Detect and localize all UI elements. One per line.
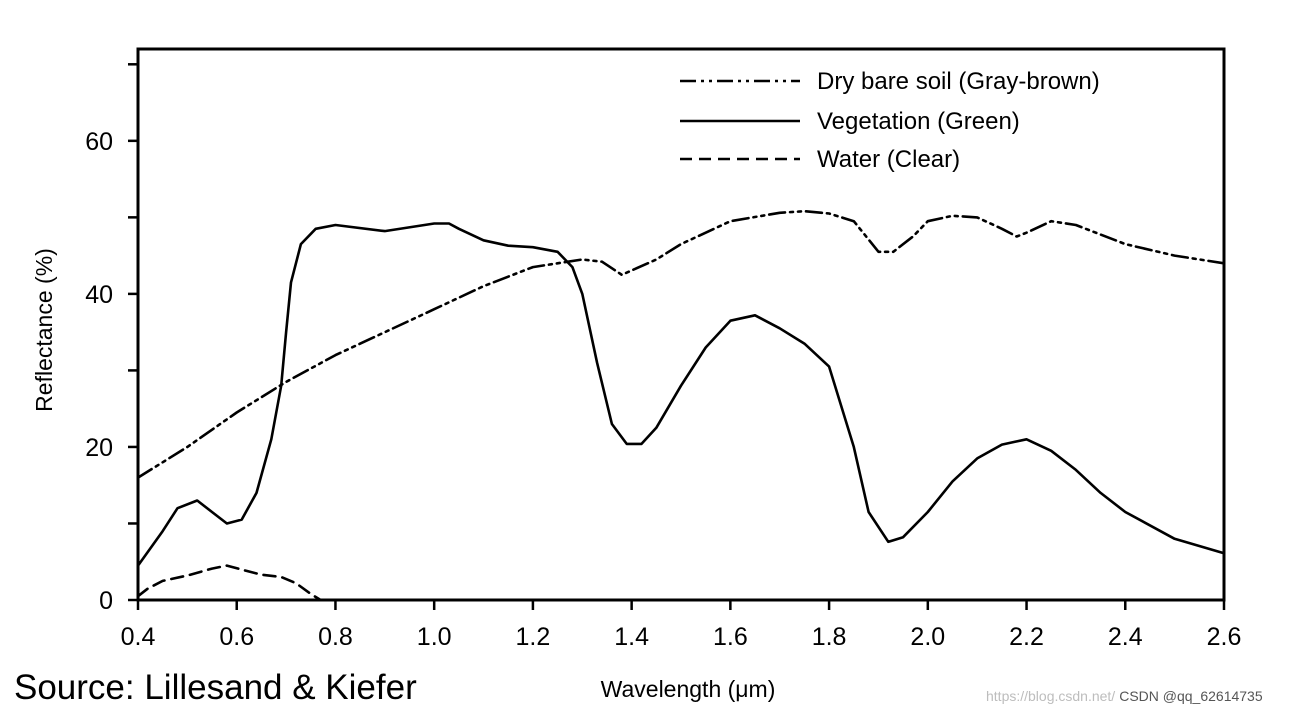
x-tick-label-0: 0.4 xyxy=(121,623,156,651)
y-tick-label-0: 0 xyxy=(99,587,113,615)
y-tick-label-2: 40 xyxy=(85,281,113,309)
y-axis-ticks: 0 20 40 60 xyxy=(85,63,138,615)
legend: Dry bare soil (Gray-brown) Vegetation (Gr… xyxy=(680,68,1100,173)
x-tick-label-5: 1.4 xyxy=(614,623,649,651)
watermark-url: https://blog.csdn.net/ xyxy=(986,688,1116,704)
x-tick-label-10: 2.4 xyxy=(1108,623,1143,651)
x-tick-label-9: 2.2 xyxy=(1009,623,1044,651)
x-axis-title: Wavelength (μm) xyxy=(601,676,776,702)
y-axis-title: Reflectance (%) xyxy=(31,248,57,412)
y-tick-label-1: 20 xyxy=(85,434,113,462)
y-tick-label-3: 60 xyxy=(85,128,113,156)
x-axis-ticks: 0.4 0.6 0.8 1.0 1.2 1.4 1.6 1.8 2.0 2.2 2.4 2.6 xyxy=(121,600,1242,651)
series-layer xyxy=(136,209,1226,602)
x-tick-label-1: 0.6 xyxy=(219,623,254,651)
source-caption: Source: Lillesand & Kiefer xyxy=(14,668,417,707)
x-tick-label-11: 2.6 xyxy=(1207,623,1242,651)
series-line-0 xyxy=(136,209,1226,479)
plot-frame xyxy=(136,47,1226,602)
watermark-brand: CSDN @qq_62614735 xyxy=(1119,688,1263,704)
legend-label-2: Water (Clear) xyxy=(817,146,960,173)
watermark: https://blog.csdn.net/CSDN @qq_62614735 xyxy=(986,688,1263,704)
x-tick-label-2: 0.8 xyxy=(318,623,353,651)
series-line-1 xyxy=(136,222,1226,567)
x-tick-label-7: 1.8 xyxy=(812,623,847,651)
legend-label-1: Vegetation (Green) xyxy=(817,108,1020,135)
x-tick-label-3: 1.0 xyxy=(417,623,452,651)
x-tick-label-6: 1.6 xyxy=(713,623,748,651)
series-line-2 xyxy=(136,564,322,602)
legend-label-0: Dry bare soil (Gray-brown) xyxy=(817,68,1100,95)
x-tick-label-4: 1.2 xyxy=(516,623,551,651)
x-tick-label-8: 2.0 xyxy=(910,623,945,651)
